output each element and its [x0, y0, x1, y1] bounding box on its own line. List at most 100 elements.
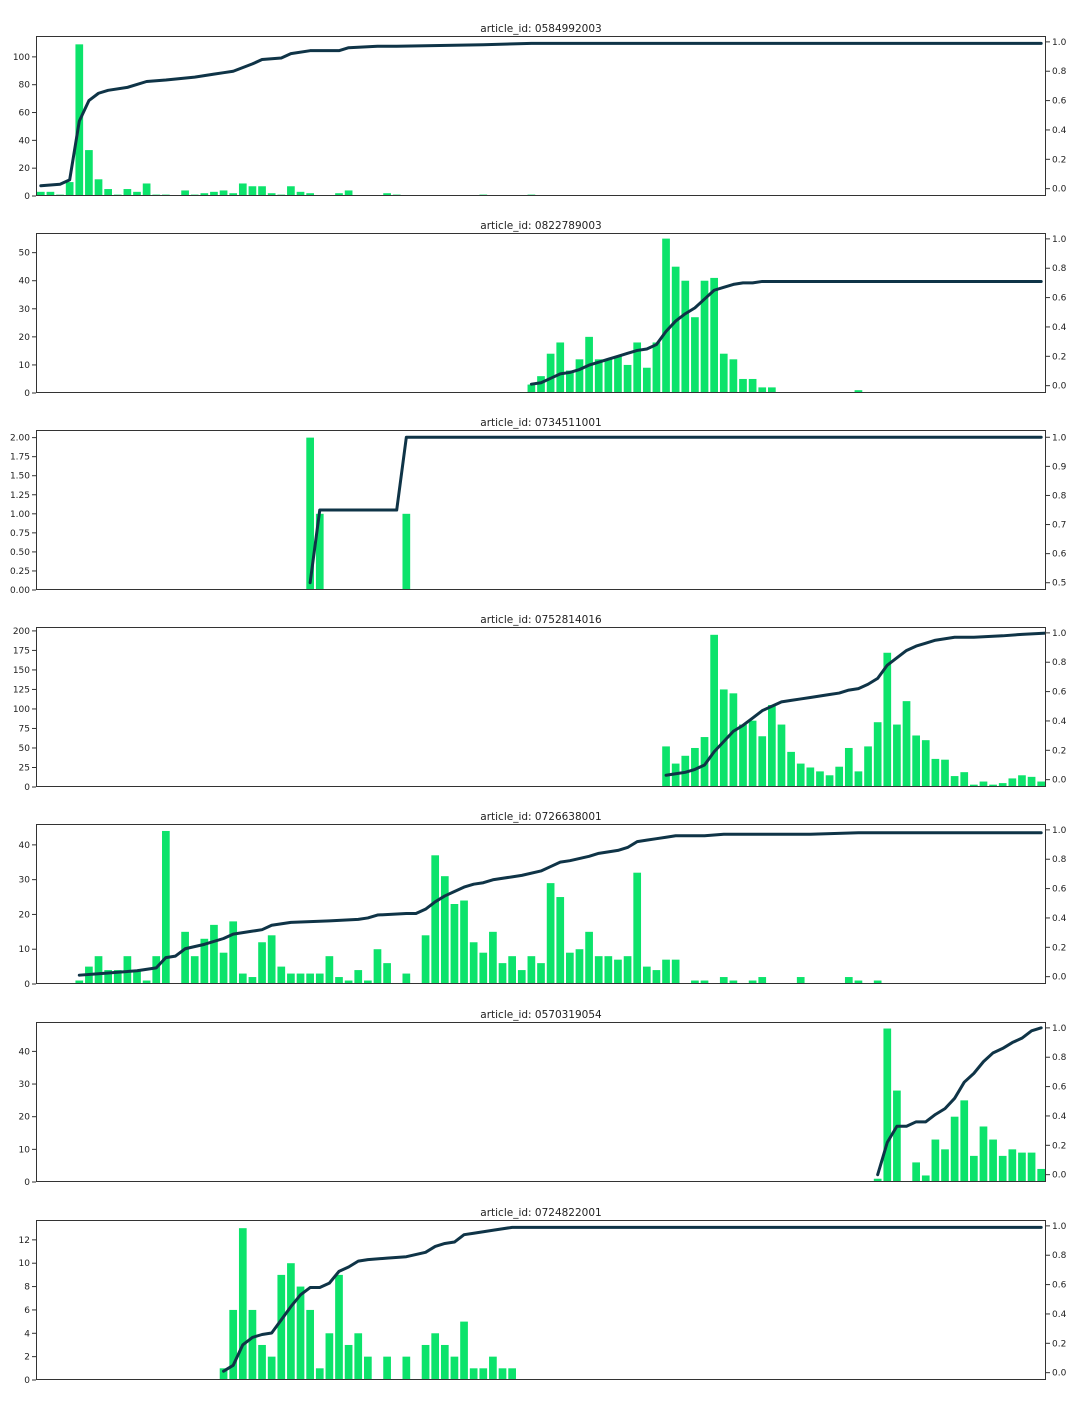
bar	[893, 1090, 901, 1182]
bar	[931, 1139, 940, 1182]
bar	[662, 746, 670, 787]
bar	[671, 266, 680, 393]
bar	[258, 1344, 266, 1380]
y2-tick-label: 0.8	[1052, 1053, 1067, 1063]
y-tick-label: 75	[19, 724, 30, 734]
bar-series	[306, 437, 411, 590]
bar	[306, 973, 314, 984]
bar	[325, 956, 334, 984]
bar	[719, 689, 728, 787]
bar	[806, 767, 815, 787]
y2-tick-label: 1.0	[1052, 38, 1067, 48]
bar	[200, 938, 209, 984]
axes-frame	[36, 824, 1046, 984]
bar	[873, 980, 882, 984]
y-tick-label: 100	[13, 53, 30, 63]
chart-title: article_id: 0584992003	[480, 23, 601, 35]
y-tick-label: 20	[19, 164, 31, 174]
y-tick-label: 0	[24, 192, 30, 202]
bar	[642, 966, 651, 984]
bar	[1037, 1168, 1046, 1182]
y2-tick-label: 0.8	[1052, 264, 1067, 274]
bar	[364, 1356, 372, 1380]
y-tick-label: 1.25	[10, 491, 30, 501]
bar	[873, 1178, 882, 1182]
bar	[691, 747, 699, 787]
bar	[498, 963, 507, 984]
bar	[123, 189, 132, 196]
cumulative-line	[222, 1225, 1043, 1373]
bar	[921, 1175, 930, 1182]
y-tick-label: 30	[19, 305, 31, 315]
bar	[537, 376, 545, 393]
bar	[296, 973, 305, 984]
bar	[306, 437, 314, 590]
bar	[85, 150, 93, 196]
bar	[998, 783, 1007, 787]
bar	[883, 652, 892, 787]
bar	[835, 766, 844, 787]
y2-tick-label: 0.0	[1052, 973, 1067, 983]
chart-title: article_id: 0752814016	[480, 614, 602, 626]
y2-tick-label: 0.6	[1052, 550, 1067, 560]
bar	[104, 189, 112, 196]
bar	[460, 900, 468, 984]
bar	[854, 980, 863, 984]
y2-tick-label: 0.0	[1052, 185, 1067, 195]
chart-panel-3: article_id: 0734511001 0.00 0.25 0.50 0.75 1.…	[10, 417, 1067, 596]
chart-panel-5: article_id: 0726638001 0 10 20 30 40 0.0 0.2 0.4…	[19, 811, 1067, 990]
bar	[162, 830, 170, 984]
bar	[421, 1344, 430, 1380]
bar	[210, 924, 218, 984]
y2-tick-label: 1.0	[1052, 1024, 1067, 1034]
y2-tick-label: 0.9	[1052, 462, 1067, 472]
bar	[315, 1368, 324, 1380]
bar	[498, 1368, 507, 1380]
y-tick-label: 0	[24, 783, 30, 793]
bar	[65, 182, 74, 196]
y-tick-label: 2	[24, 1353, 30, 1363]
y-tick-label: 6	[24, 1306, 30, 1316]
bar-series	[75, 830, 882, 984]
bar	[989, 784, 997, 787]
bar	[383, 193, 391, 196]
bar	[219, 190, 228, 196]
y-tick-label: 0.75	[10, 529, 30, 539]
bar	[902, 701, 911, 787]
chart-panel-4: article_id: 0752814016 0 25 50 75 100 125 150 17…	[13, 614, 1067, 793]
bar	[768, 387, 776, 393]
y2-tick-label: 0.6	[1052, 885, 1067, 895]
bar	[748, 378, 757, 393]
bar	[267, 935, 276, 984]
bar	[210, 191, 218, 196]
bar	[440, 876, 449, 984]
bar	[325, 1333, 334, 1380]
bar	[719, 353, 728, 393]
bar	[248, 1309, 257, 1380]
bar	[277, 1274, 286, 1380]
y-tick-label: 12	[19, 1236, 30, 1246]
bar	[825, 775, 834, 787]
bar	[344, 190, 353, 196]
bar	[844, 977, 853, 984]
bar	[460, 1321, 468, 1380]
bar	[594, 956, 603, 984]
bar	[662, 238, 670, 393]
bar	[142, 980, 151, 984]
bar	[652, 970, 661, 984]
y-tick-label: 30	[19, 876, 31, 886]
bar-series	[527, 238, 863, 393]
y-tick-label: 125	[13, 685, 30, 695]
bar	[296, 191, 305, 196]
bar	[614, 959, 622, 984]
y2-tick-label: 0.4	[1052, 1112, 1067, 1122]
bar	[517, 970, 526, 984]
bar	[469, 1368, 478, 1380]
bar	[402, 1356, 411, 1380]
cumulative-line	[39, 41, 1043, 188]
bar	[306, 1309, 314, 1380]
bar	[402, 513, 411, 590]
bar	[258, 942, 266, 984]
bar	[133, 191, 141, 196]
